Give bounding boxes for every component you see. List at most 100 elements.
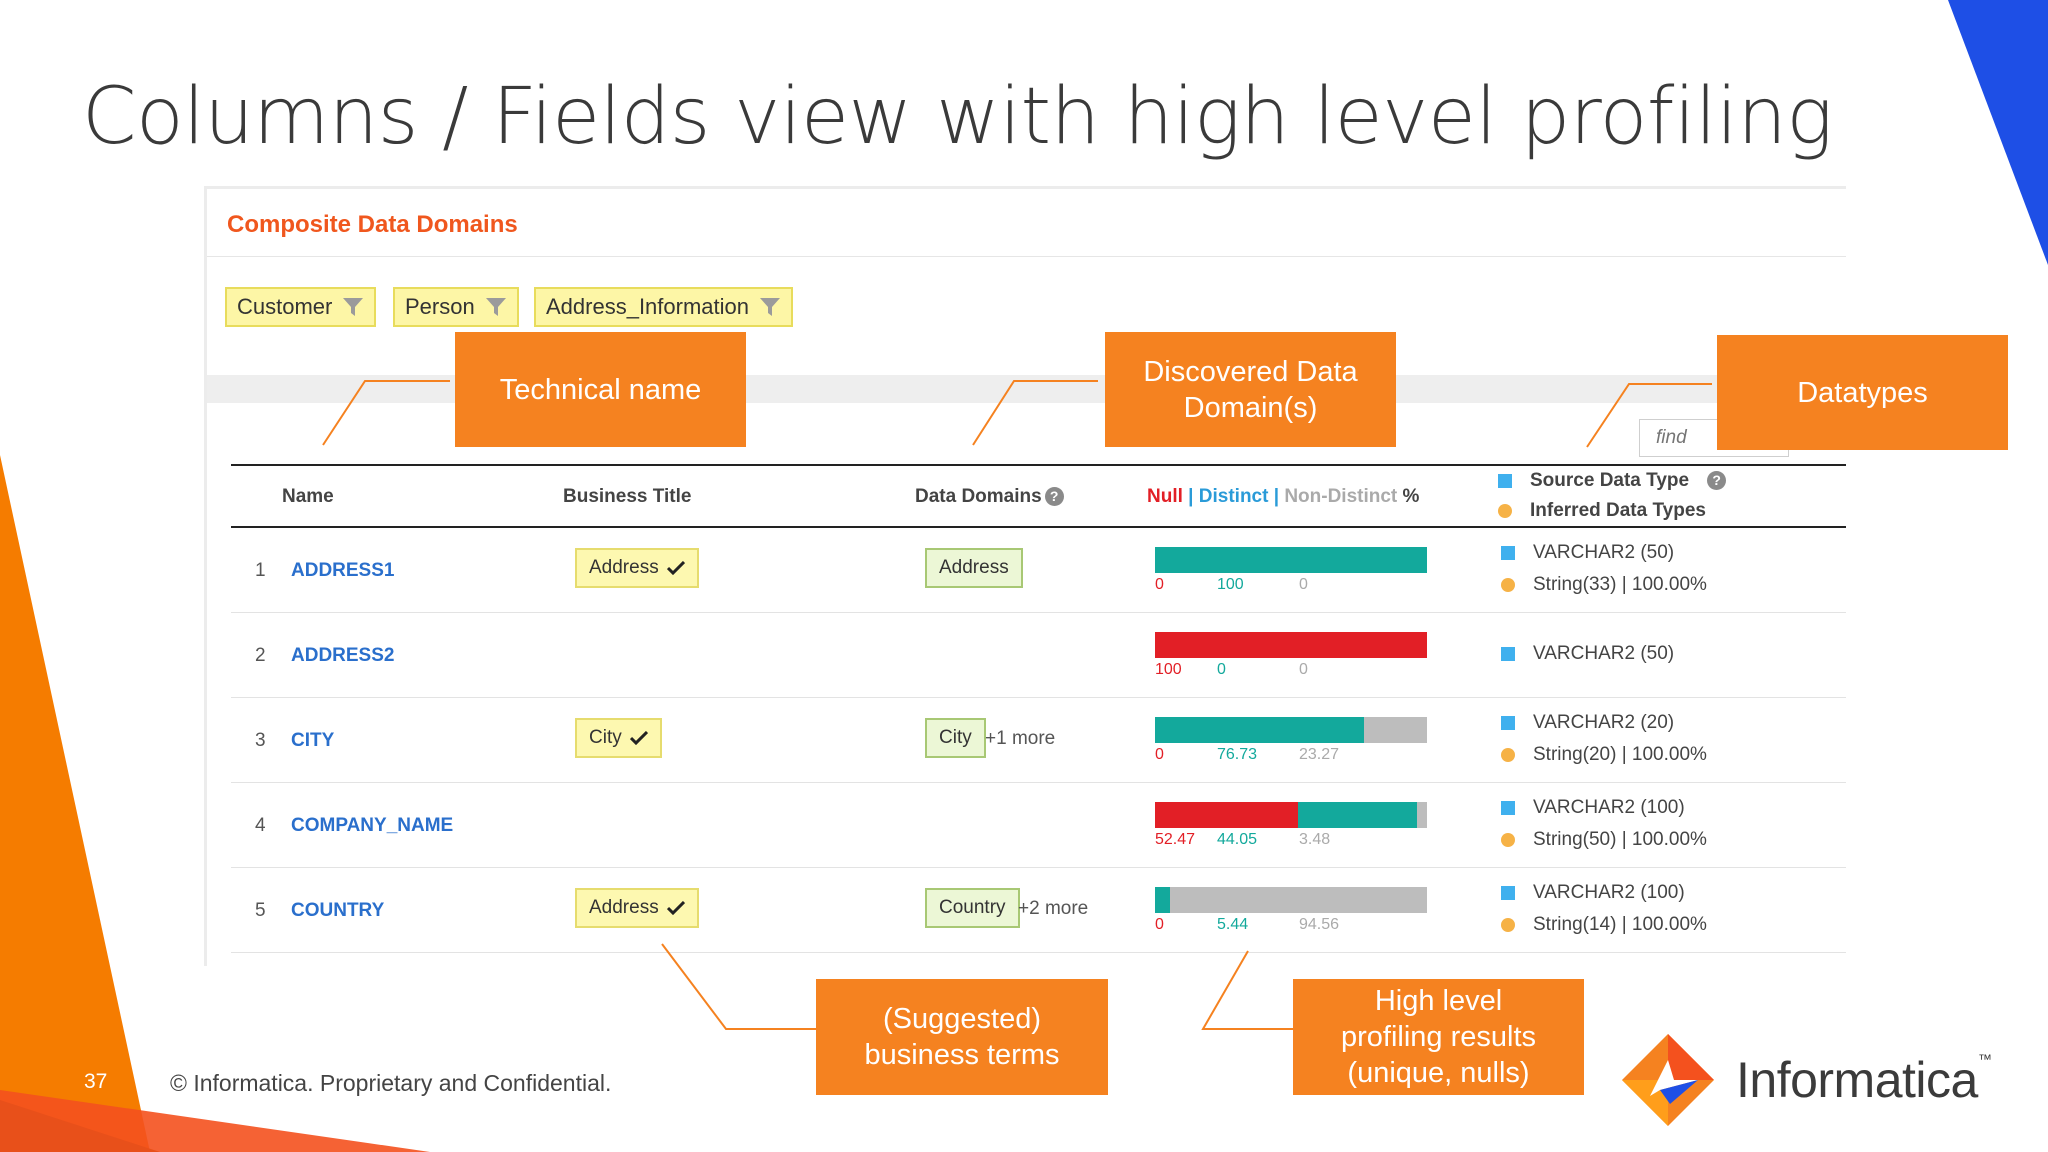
header-percent: % (1397, 486, 1420, 507)
table-row[interactable]: 5 COUNTRY Address Country +2 more 0 5.44 94.… (231, 868, 1846, 953)
filter-chip-person[interactable]: Person (393, 287, 519, 327)
inferred-type-icon (1501, 832, 1515, 847)
profiling-bar (1155, 632, 1427, 658)
callout-profiling-results: High level profiling results (unique, nu… (1293, 979, 1584, 1095)
inferred-type-value: String(20) | 100.00% (1533, 744, 1707, 765)
null-value: 0 (1155, 746, 1164, 763)
table-row[interactable]: 2 ADDRESS2 100 0 0 VARCHAR2 (50) (231, 613, 1846, 698)
callout-discovered-domains: Discovered Data Domain(s) (1105, 332, 1396, 447)
help-icon[interactable]: ? (1707, 471, 1727, 491)
more-domains-link[interactable]: +2 more (1018, 898, 1089, 919)
panel-title: Composite Data Domains (227, 211, 518, 238)
source-data-type: VARCHAR2 (50) (1501, 542, 1674, 564)
brand-name-text: Informatica (1736, 1052, 1978, 1108)
table-row[interactable]: 1 ADDRESS1 Address Address 0 100 0 VARCHAR2… (231, 528, 1846, 613)
header-sep: | (1268, 486, 1285, 507)
non-distinct-value: 3.48 (1299, 831, 1331, 848)
profiling-bar (1155, 547, 1427, 573)
data-domain-tag[interactable]: Address (925, 548, 1023, 588)
header-source-data-type[interactable]: Source Data Type? (1498, 470, 1727, 492)
column-name-link[interactable]: ADDRESS2 (291, 645, 395, 666)
table-header: Name Business Title Data Domains? Null |… (231, 464, 1846, 528)
business-term-tag[interactable]: Address (575, 888, 699, 928)
inferred-type-icon (1501, 577, 1515, 592)
distinct-value: 44.05 (1217, 831, 1258, 848)
inferred-type-legend-icon (1498, 503, 1512, 518)
column-name-link[interactable]: CITY (291, 730, 335, 751)
source-type-icon (1501, 715, 1515, 730)
source-type-icon (1501, 800, 1515, 815)
row-number: 3 (255, 730, 266, 751)
header-profiling[interactable]: Null | Distinct | Non-Distinct % (1147, 486, 1419, 508)
header-business-title[interactable]: Business Title (563, 486, 692, 507)
checkmark-icon (666, 901, 685, 915)
filter-chip-address-information[interactable]: Address_Information (534, 287, 793, 327)
header-inferred-data-types[interactable]: Inferred Data Types (1498, 500, 1706, 522)
inferred-type-value: String(33) | 100.00% (1533, 574, 1707, 595)
table-row[interactable]: 3 CITY City City +1 more 0 76.73 23.27 VARCH… (231, 698, 1846, 783)
inferred-data-type: String(50) | 100.00% (1501, 829, 1707, 851)
non-distinct-value: 23.27 (1299, 746, 1340, 763)
null-value: 0 (1155, 576, 1164, 593)
distinct-value: 76.73 (1217, 746, 1258, 763)
row-number: 4 (255, 815, 266, 836)
callout-datatypes: Datatypes (1717, 335, 2008, 450)
inferred-data-type: String(33) | 100.00% (1501, 574, 1707, 596)
non-distinct-value: 0 (1299, 576, 1308, 593)
header-sep: | (1182, 486, 1199, 507)
funnel-icon (485, 298, 506, 316)
source-type-label: Source Data Type (1530, 470, 1690, 491)
inferred-data-type: String(20) | 100.00% (1501, 744, 1707, 766)
source-data-type: VARCHAR2 (20) (1501, 712, 1674, 734)
filter-chip-label: Person (405, 294, 475, 319)
inferred-type-value: String(14) | 100.00% (1533, 914, 1707, 935)
table-row[interactable]: 4 COMPANY_NAME 52.47 44.05 3.48 VARCHAR2 … (231, 783, 1846, 868)
profiling-bar (1155, 887, 1427, 913)
data-domain-tag[interactable]: Country (925, 888, 1020, 928)
source-type-icon (1501, 545, 1515, 560)
source-type-value: VARCHAR2 (50) (1533, 542, 1675, 563)
bar-distinct-segment (1155, 887, 1170, 913)
business-term-tag[interactable]: City (575, 718, 662, 758)
source-data-type: VARCHAR2 (50) (1501, 643, 1674, 665)
source-type-icon (1501, 885, 1515, 900)
bar-null-segment (1155, 802, 1298, 828)
null-value: 52.47 (1155, 831, 1196, 848)
source-type-value: VARCHAR2 (100) (1533, 797, 1685, 818)
business-term-label: Address (589, 897, 659, 918)
inferred-type-icon (1501, 917, 1515, 932)
filter-chip-customer[interactable]: Customer (225, 287, 377, 327)
brand-name: Informatica™ (1736, 1051, 1992, 1109)
bar-null-segment (1155, 632, 1427, 658)
bar-distinct-segment (1297, 802, 1418, 828)
callout-business-terms: (Suggested) business terms (816, 979, 1108, 1095)
funnel-icon (343, 298, 364, 316)
checkmark-icon (629, 731, 648, 745)
data-domain-label: City (939, 727, 972, 748)
inferred-data-type: String(14) | 100.00% (1501, 914, 1707, 936)
inferred-type-label: Inferred Data Types (1530, 500, 1706, 521)
help-icon[interactable]: ? (1044, 487, 1064, 507)
checkmark-icon (666, 561, 685, 575)
source-type-value: VARCHAR2 (20) (1533, 712, 1675, 733)
panel-divider-band (207, 375, 1846, 403)
distinct-value: 100 (1217, 576, 1244, 593)
data-domain-tag[interactable]: City (925, 718, 986, 758)
header-null: Null (1147, 486, 1183, 507)
more-domains-link[interactable]: +1 more (985, 728, 1056, 749)
footer-copyright: © Informatica. Proprietary and Confident… (170, 1070, 612, 1096)
inferred-type-value: String(50) | 100.00% (1533, 829, 1707, 850)
column-name-link[interactable]: COMPANY_NAME (291, 815, 454, 836)
callout-technical-name: Technical name (455, 332, 746, 447)
source-type-icon (1501, 646, 1515, 661)
panel-header: Composite Data Domains (207, 189, 1846, 257)
funnel-icon (760, 298, 780, 316)
header-name[interactable]: Name (282, 486, 334, 507)
header-data-domains[interactable]: Data Domains? (915, 486, 1064, 508)
business-term-tag[interactable]: Address (575, 548, 699, 588)
trademark-symbol: ™ (1977, 1051, 1992, 1067)
row-number: 1 (255, 560, 266, 581)
column-name-link[interactable]: COUNTRY (291, 900, 385, 921)
column-name-link[interactable]: ADDRESS1 (291, 560, 395, 581)
bar-distinct-segment (1155, 717, 1364, 743)
